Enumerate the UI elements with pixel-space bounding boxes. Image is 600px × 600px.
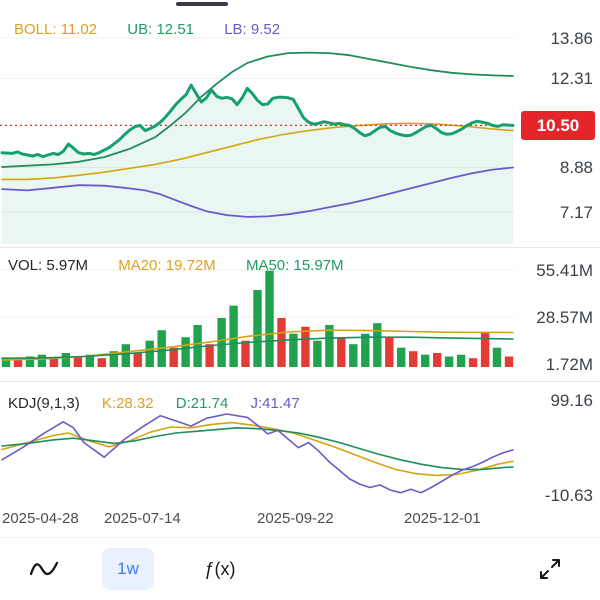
- x-axis-date: 2025-09-22: [257, 510, 334, 527]
- panel-divider: [0, 381, 600, 382]
- boll-upper-value: UB: 12.51: [127, 21, 195, 38]
- volume-legend: VOL: 5.97M MA20: 19.72M MA50: 15.97M: [8, 257, 370, 274]
- price-axis-tick: 12.31: [550, 69, 593, 88]
- kdj-axis-tick: -10.63: [544, 486, 593, 505]
- kdj-name: KDJ(9,1,3): [8, 395, 80, 412]
- x-axis-date: 2025-12-01: [404, 510, 481, 527]
- line-chart-icon: [29, 561, 59, 576]
- x-axis-date: 2025-07-14: [104, 510, 181, 527]
- expand-arrows-icon: [540, 559, 560, 579]
- kdj-k-value: K:28.32: [101, 395, 154, 412]
- interval-button[interactable]: 1w: [102, 548, 154, 590]
- volume-axis-tick: 55.41M: [536, 261, 593, 280]
- boll-mid-value: BOLL: 11.02: [14, 21, 98, 38]
- boll-legend: BOLL: 11.02 UB: 12.51 LB: 9.52: [14, 21, 306, 38]
- volume-ma20-value: MA20: 19.72M: [118, 257, 216, 274]
- volume-ma50-value: MA50: 15.97M: [245, 257, 344, 274]
- boll-lower-value: LB: 9.52: [224, 21, 281, 38]
- volume-value: VOL: 5.97M: [8, 257, 89, 274]
- tab-scroll-indicator[interactable]: [176, 2, 228, 6]
- chart-style-button[interactable]: [18, 548, 70, 590]
- price-axis-tick: 13.86: [550, 29, 593, 48]
- x-axis-date: 2025-04-28: [2, 510, 79, 527]
- kdj-j-value: J:41.47: [250, 395, 300, 412]
- panel-divider: [0, 247, 600, 248]
- kdj-chart[interactable]: [0, 385, 515, 515]
- indicators-button[interactable]: ƒ(x): [194, 548, 246, 590]
- kdj-axis-tick: 99.16: [550, 391, 593, 410]
- current-price-badge: 10.50: [521, 111, 595, 140]
- price-chart[interactable]: [0, 0, 515, 246]
- price-axis-tick: 8.88: [559, 158, 593, 177]
- kdj-legend: KDJ(9,1,3) K:28.32 D:21.74 J:41.47: [8, 395, 318, 412]
- toolbar-divider: [0, 537, 600, 538]
- price-axis-tick: 7.17: [559, 203, 593, 222]
- volume-axis-tick: 1.72M: [545, 355, 593, 374]
- volume-axis-tick: 28.57M: [536, 308, 593, 327]
- fullscreen-button[interactable]: [524, 548, 576, 590]
- kdj-d-value: D:21.74: [175, 395, 229, 412]
- volume-chart[interactable]: [0, 250, 515, 377]
